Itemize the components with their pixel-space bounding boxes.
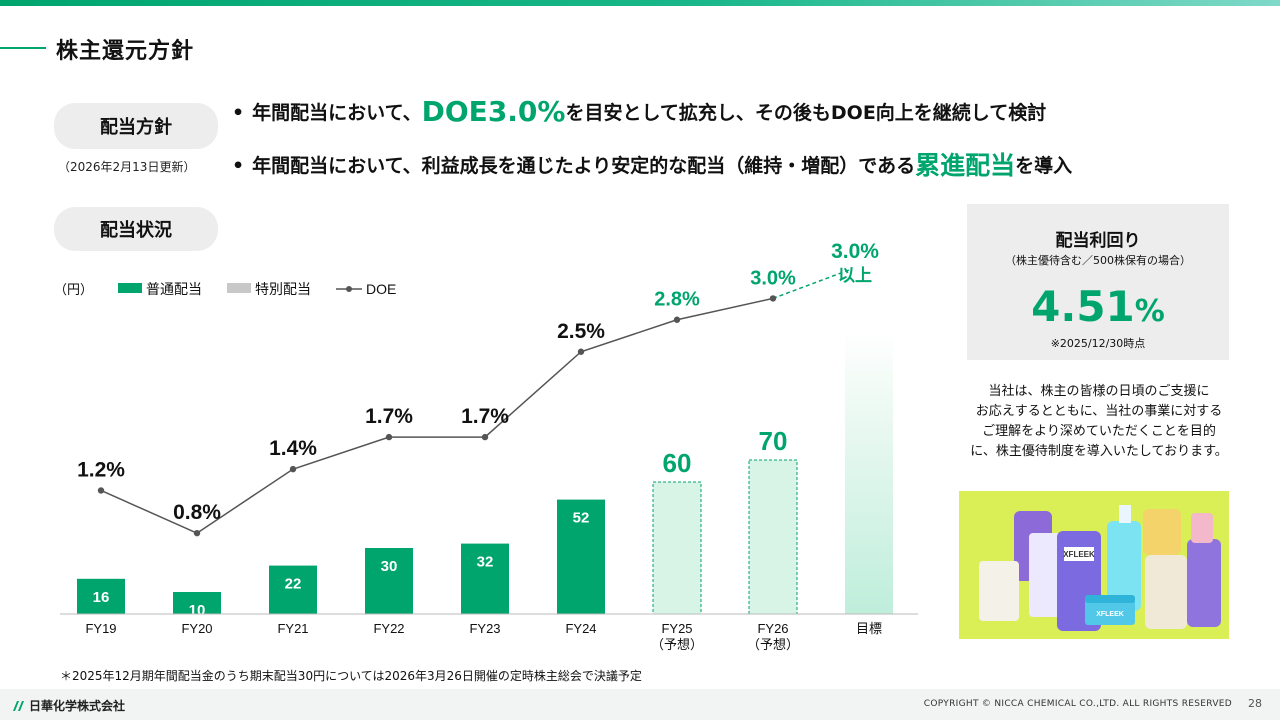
target-bar [845, 330, 893, 614]
doe-label: 0.8% [173, 501, 221, 524]
legend-special-label: 特別配当 [255, 281, 311, 297]
legend-doe-label: DOE [366, 281, 396, 297]
policy-bullet-doe: • 年間配当において、DOE3.0%を目安として拡充し、その後もDOE向上を継続し… [232, 95, 1046, 128]
bullet-1-pre: 年間配当において、 [252, 102, 422, 124]
doe-marker [577, 348, 585, 355]
bar-regular [269, 565, 317, 614]
bar-value-label: 30 [381, 558, 398, 575]
doe-marker [481, 433, 489, 441]
x-tick-label: FY21 [277, 621, 308, 636]
title-accent-line [0, 47, 46, 49]
doe-marker [97, 487, 105, 494]
copyright: COPYRIGHT © NICCA CHEMICAL CO.,LTD. ALL … [923, 699, 1232, 709]
top-accent-bar [0, 0, 1280, 6]
company-name: 日華化学株式会社 [29, 699, 126, 713]
bar-value-label: 16 [93, 589, 110, 606]
legend-regular-label: 普通配当 [146, 281, 202, 297]
footnote: ＊2025年12月期年間配当金のうち期末配当30円については2026年3月26日… [60, 669, 642, 683]
nicca-logo-icon [13, 700, 24, 711]
x-tick-label: FY26 [757, 621, 788, 636]
benefit-line: 当社は、株主の皆様の日頃のご支援に [988, 384, 1210, 399]
bar-value-label: 70 [759, 426, 788, 456]
yield-title: 配当利回り [1055, 231, 1141, 251]
yield-as-of: ※2025/12/30時点 [1050, 337, 1146, 350]
x-tick-label: FY24 [565, 621, 596, 636]
doe-marker [673, 316, 681, 323]
chart-unit-label: （円） [54, 282, 93, 297]
doe-label: 1.7% [365, 405, 413, 428]
bullet-2-highlight: 累進配当 [915, 151, 1016, 180]
x-tick-label: FY23 [469, 621, 500, 636]
dividend-policy-label: 配当方針 [54, 103, 218, 149]
benefit-line: お応えするとともに、当社の事業に対する [975, 404, 1223, 419]
doe-label: 3.0% [750, 267, 796, 289]
bullet-2-pre: 年間配当において、利益成長を通じたより安定的な配当（維持・増配）である [252, 155, 916, 177]
bar-value-label: 60 [663, 448, 692, 478]
policy-updated-date: （2026年2月13日更新） [58, 160, 196, 174]
bar-value-label: 10 [189, 602, 206, 619]
dividend-chart: （円） 普通配当 特別配当 DOE 16 FY19 10 FY20 22 FY21 30 FY22 32… [54, 240, 918, 652]
product-brand-label: XFLEEK [1063, 550, 1095, 559]
x-tick-sublabel: （予想） [651, 637, 703, 652]
bullet-dot: • [232, 155, 245, 177]
bar-value-label: 32 [477, 554, 494, 571]
doe-label: 1.4% [269, 437, 317, 460]
doe-target-note: 以上 [838, 266, 872, 285]
doe-label: 1.2% [77, 458, 125, 481]
product-photo: XFLEEK XFLEEK [959, 491, 1229, 639]
yield-value: 4.51% [967, 282, 1229, 331]
x-tick-label: 目標 [856, 621, 882, 636]
benefit-line: に、株主優待制度を導入いたしております。 [970, 444, 1228, 459]
doe-marker [289, 465, 297, 473]
bullet-2-post: を導入 [1015, 155, 1073, 177]
dividend-yield-panel: 配当利回り （株主優待含む／500株保有の場合） 4.51% ※2025/12/… [967, 204, 1229, 360]
product-photo-illustration: XFLEEK XFLEEK [959, 491, 1229, 639]
legend-regular-swatch [118, 283, 142, 293]
dividend-status-label: 配当状況 [54, 207, 218, 251]
x-tick-label: FY25 [661, 621, 692, 636]
policy-bullet-progressive: • 年間配当において、利益成長を通じたより安定的な配当（維持・増配）である累進配当… [232, 146, 1072, 182]
doe-label: 2.8% [654, 289, 700, 311]
shareholder-benefit-text: 当社は、株主の皆様の日頃のご支援に お応えするとともに、当社の事業に対する ご理… [944, 382, 1254, 462]
bar-forecast [652, 481, 702, 615]
page-number: 28 [1248, 697, 1262, 710]
yield-subtitle: （株主優待含む／500株保有の場合） [1005, 254, 1191, 267]
x-tick-sublabel: （予想） [747, 637, 799, 652]
legend-special-swatch [227, 283, 251, 293]
yield-unit: % [1134, 294, 1165, 329]
bar-value-label: 52 [573, 510, 590, 527]
benefit-line: ご理解をより深めていただくことを目的 [982, 424, 1216, 439]
bar-forecast [748, 459, 798, 615]
doe-target-label: 3.0% [831, 240, 879, 263]
bar-regular [173, 592, 221, 614]
yield-number: 4.51 [1031, 282, 1135, 331]
x-tick-label: FY22 [373, 621, 404, 636]
doe-marker [385, 433, 393, 441]
bullet-1-post: を目安として拡充し、その後もDOE向上を継続して検討 [565, 102, 1047, 124]
doe-marker [769, 295, 777, 302]
doe-label: 2.5% [557, 320, 605, 343]
product-jar-label: XFLEEK [1096, 611, 1124, 618]
bullet-1-highlight: DOE3.0% [421, 95, 566, 128]
doe-marker [193, 529, 201, 537]
doe-label: 1.7% [461, 405, 509, 428]
x-tick-label: FY20 [181, 621, 212, 636]
x-tick-label: FY19 [85, 621, 116, 636]
page-title: 株主還元方針 [56, 39, 195, 64]
bar-regular [77, 578, 125, 614]
bar-value-label: 22 [285, 576, 302, 593]
company-logo: 日華化学株式会社 [12, 697, 125, 714]
bar-regular [557, 499, 605, 614]
bullet-dot: • [232, 102, 245, 124]
legend-doe-marker [346, 286, 352, 292]
bar-regular [461, 543, 509, 614]
doe-line [100, 297, 774, 534]
bar-regular [365, 548, 413, 614]
footer: 日華化学株式会社 COPYRIGHT © NICCA CHEMICAL CO.,… [0, 689, 1280, 720]
